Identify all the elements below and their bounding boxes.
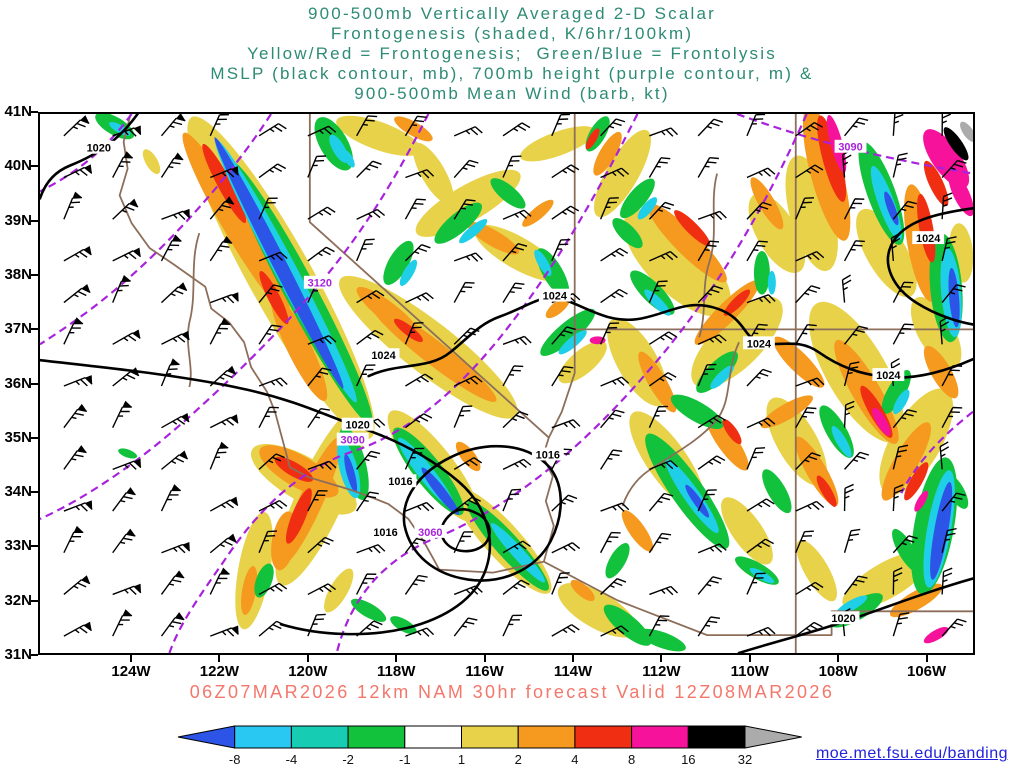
- lon-tick-mark: [925, 655, 928, 662]
- svg-text:3090: 3090: [838, 142, 862, 154]
- lat-tick-mark: [31, 491, 38, 494]
- lat-tick-label: 39N: [4, 211, 32, 229]
- lat-tick-label: 33N: [4, 537, 32, 555]
- colorbar: -8 -4 -2 -1 1 2 4 8 16 32: [177, 725, 802, 767]
- title-line: Yellow/Red = Frontogenesis; Green/Blue =…: [247, 44, 777, 63]
- lat-tick-label: 41N: [4, 103, 32, 120]
- lat-tick-label: 32N: [4, 591, 32, 609]
- svg-text:3120: 3120: [308, 278, 332, 290]
- svg-text:3090: 3090: [340, 435, 364, 447]
- title-line: 900-500mb Mean Wind (barb, kt): [354, 84, 670, 103]
- svg-text:1024: 1024: [371, 350, 396, 362]
- svg-text:1024: 1024: [747, 338, 772, 350]
- site-link[interactable]: moe.met.fsu.edu/banding: [815, 745, 1008, 762]
- lon-tick-mark: [748, 655, 751, 662]
- lon-tick-mark: [395, 655, 398, 662]
- lat-tick-label: 34N: [4, 483, 32, 501]
- title-block: 900-500mb Vertically Averaged 2-D Scalar…: [0, 4, 1024, 104]
- svg-text:3060: 3060: [418, 527, 442, 539]
- lon-tick-label: 122W: [199, 663, 239, 680]
- lon-tick-label: 120W: [288, 663, 328, 680]
- title-line: 900-500mb Vertically Averaged 2-D Scalar: [307, 4, 717, 23]
- lat-tick-label: 40N: [4, 157, 32, 175]
- svg-text:1016: 1016: [388, 476, 412, 488]
- svg-text:1024: 1024: [543, 291, 568, 303]
- lon-tick-label: 114W: [553, 663, 593, 680]
- svg-text:2: 2: [515, 752, 522, 767]
- lon-tick-mark: [572, 655, 574, 662]
- lat-tick-label: 37N: [4, 320, 32, 338]
- lon-tick-mark: [130, 655, 132, 662]
- lat-tick-label: 31N: [4, 646, 32, 663]
- lon-tick-mark: [483, 655, 486, 662]
- svg-text:-2: -2: [342, 752, 354, 767]
- lat-tick-mark: [31, 382, 38, 385]
- lat-tick-mark: [31, 111, 38, 113]
- lat-tick-mark: [31, 219, 38, 222]
- state-borders-layer: [118, 114, 973, 653]
- svg-text:1020: 1020: [87, 143, 111, 155]
- svg-text:1024: 1024: [916, 233, 941, 245]
- lon-tick-label: 106W: [907, 663, 947, 680]
- lon-tick-mark: [837, 655, 840, 662]
- lon-tick-mark: [660, 655, 663, 662]
- wind-barbs-layer: [63, 114, 967, 637]
- forecast-caption: 06Z07MAR2026 12km NAM 30hr forecast Vali…: [189, 682, 835, 702]
- svg-text:16: 16: [681, 752, 695, 767]
- lat-tick-mark: [31, 599, 38, 602]
- svg-text:1016: 1016: [536, 449, 560, 461]
- title-line: MSLP (black contour, mb), 700mb height (…: [210, 64, 814, 83]
- lon-tick-label: 110W: [730, 663, 769, 680]
- colorbar-cells: [177, 725, 802, 749]
- svg-text:4: 4: [571, 752, 578, 767]
- lat-tick-mark: [31, 328, 38, 331]
- svg-text:-4: -4: [286, 752, 298, 767]
- svg-text:-8: -8: [229, 752, 241, 767]
- lat-tick-mark: [31, 654, 38, 656]
- lat-tick-mark: [31, 436, 38, 439]
- lon-tick-label: 124W: [111, 663, 151, 680]
- title-line: Frontogenesis (shaded, K/6hr/100km): [330, 24, 694, 43]
- lon-tick-label: 112W: [642, 663, 681, 680]
- frontogenesis-map: 1020 3090 1024 3120 1024 1024 1024 1024 1020 3090…: [38, 112, 975, 655]
- contour-labels-layer: 1020 3090 1024 3120 1024 1024 1024 1024 1020 3090…: [82, 139, 945, 625]
- lon-tick-mark: [306, 655, 309, 662]
- svg-text:1016: 1016: [373, 527, 397, 539]
- svg-text:8: 8: [628, 752, 635, 767]
- svg-text:1024: 1024: [876, 370, 901, 382]
- svg-text:-1: -1: [399, 752, 411, 767]
- svg-text:32: 32: [738, 752, 752, 767]
- svg-text:1: 1: [458, 752, 465, 767]
- lon-tick-label: 118W: [377, 663, 416, 680]
- svg-text:1020: 1020: [345, 420, 369, 432]
- lat-tick-mark: [31, 165, 38, 168]
- svg-text:1020: 1020: [831, 613, 855, 625]
- lat-tick-mark: [31, 545, 38, 548]
- map-canvas: 1020 3090 1024 3120 1024 1024 1024 1024 1020 3090…: [40, 114, 973, 653]
- lon-tick-label: 108W: [818, 663, 858, 680]
- lat-tick-label: 38N: [4, 265, 32, 283]
- lon-tick-mark: [218, 655, 221, 662]
- lat-tick-mark: [31, 273, 38, 276]
- lat-tick-label: 36N: [4, 374, 32, 392]
- height-contours-layer: [40, 114, 973, 653]
- lat-tick-label: 35N: [4, 428, 32, 446]
- colorbar-labels: -8 -4 -2 -1 1 2 4 8 16 32: [229, 752, 752, 767]
- shading-layer: [95, 114, 973, 652]
- lon-tick-label: 116W: [465, 663, 504, 680]
